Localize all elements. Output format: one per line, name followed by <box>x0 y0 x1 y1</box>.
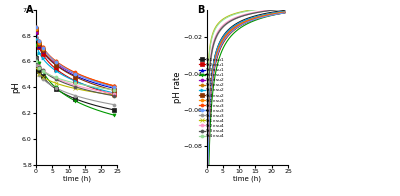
Y-axis label: pH: pH <box>12 81 20 93</box>
Text: A: A <box>26 5 34 15</box>
X-axis label: time (h): time (h) <box>233 175 261 182</box>
X-axis label: time (h): time (h) <box>63 175 91 182</box>
Legend: St1×su1, St2×su1, St3×su1, St4×su1, St1×su2, St2×su2, St3×su2, St4×su2, St1×su3,: St1×su1, St2×su1, St3×su1, St4×su1, St1×… <box>199 58 225 138</box>
Y-axis label: pH rate: pH rate <box>173 72 182 103</box>
Text: B: B <box>197 5 204 15</box>
